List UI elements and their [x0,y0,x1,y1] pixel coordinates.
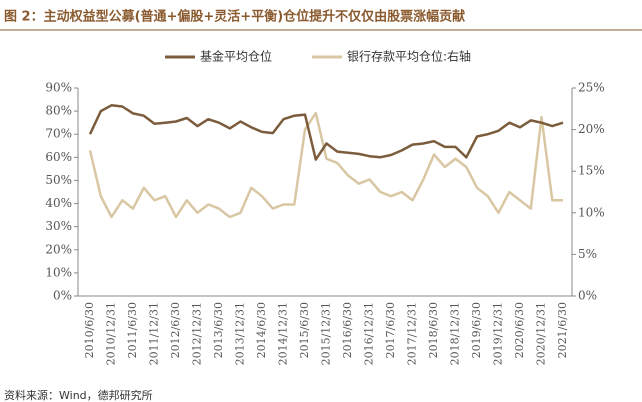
x-tick-label: 2015/12/31 [320,302,333,365]
y-tick-label: 50% [45,173,72,187]
x-tick-label: 2014/12/31 [277,302,290,365]
y2-tick-label: 5% [578,247,597,261]
y2-tick-label: 0% [578,289,597,303]
y2-tick-label: 10% [578,205,605,219]
y-tick-label: 60% [45,150,72,164]
x-tick-label: 2011/12/31 [148,302,161,365]
series-line [88,111,563,219]
x-tick-label: 2014/6/30 [255,302,268,358]
y-tick-label: 70% [45,127,72,141]
x-tick-label: 2013/12/31 [234,302,247,365]
x-tick-label: 2012/12/31 [191,302,204,365]
x-tick-label: 2013/6/30 [212,302,225,358]
y-tick-label: 0% [53,289,72,303]
x-tick-label: 2011/6/30 [126,302,139,358]
x-tick-label: 2018/6/30 [427,302,440,358]
x-tick-label: 2016/6/30 [341,302,354,358]
legend-label: 银行存款平均仓位:右轴 [347,49,471,64]
x-tick-label: 2017/12/31 [406,302,419,365]
x-tick-label: 2021/6/30 [556,302,569,358]
x-tick-label: 2017/6/30 [384,302,397,358]
x-tick-label: 2010/6/30 [83,302,96,358]
y-tick-label: 20% [45,242,72,256]
y2-tick-label: 20% [578,122,605,136]
y-tick-label: 40% [45,196,72,210]
x-tick-label: 2020/12/31 [535,302,548,365]
y-tick-label: 90% [45,81,72,95]
x-tick-label: 2015/6/30 [298,302,311,358]
x-tick-label: 2019/6/30 [470,302,483,358]
source: 资料来源：Wind，德邦研究所 [4,388,153,402]
x-tick-label: 2012/6/30 [169,302,182,358]
x-tick-label: 2016/12/31 [363,302,376,365]
y2-tick-label: 25% [578,81,605,95]
chart-title: 图 2：主动权益型公募(普通+偏股+灵活+平衡)仓位提升不仅仅由股票涨幅贡献 [4,9,465,25]
y2-tick-label: 15% [578,164,605,178]
y-tick-label: 80% [45,104,72,118]
x-tick-label: 2020/6/30 [513,302,526,358]
y-tick-label: 10% [45,265,72,279]
series-line [88,104,564,161]
legend-label: 基金平均仓位 [200,49,272,64]
x-tick-label: 2019/12/31 [492,302,505,365]
x-tick-label: 2010/12/31 [105,302,118,365]
y-tick-label: 30% [45,219,72,233]
x-tick-label: 2018/12/31 [449,302,462,365]
